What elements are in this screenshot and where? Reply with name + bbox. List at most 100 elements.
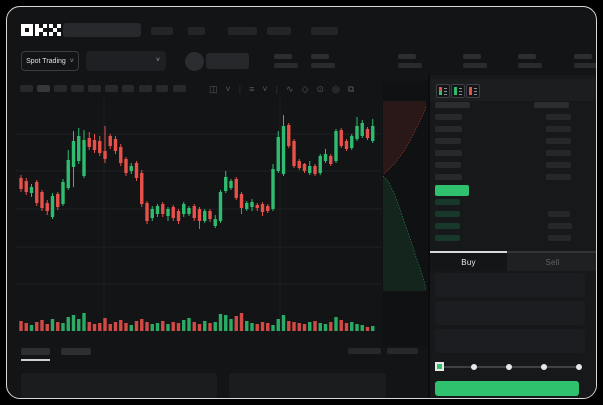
panel-divider [428, 75, 430, 398]
chart-bottom-tab[interactable] [61, 348, 91, 355]
ask-amount-placeholder [546, 174, 571, 180]
ask-amount-placeholder [546, 162, 571, 168]
ask-price-placeholder[interactable] [435, 150, 462, 156]
timeframe-button[interactable] [173, 85, 186, 92]
stat-label-placeholder [518, 54, 536, 59]
timeframe-button[interactable] [139, 85, 152, 92]
nav-item[interactable] [228, 27, 257, 35]
tab-sell[interactable]: Sell [507, 251, 596, 271]
amount-slider[interactable] [433, 360, 586, 374]
chevron-down-icon[interactable]: ˅ [262, 84, 268, 94]
chart-tool-icons: ◫ ˅ | ≡ ˅ | ∿ ◇ ⊙ ◎ ⧉ [209, 83, 354, 95]
order-book-toolbar [430, 79, 596, 101]
chart-range-button[interactable] [348, 348, 381, 354]
bid-amount-placeholder [548, 235, 571, 241]
buy-tab-label: Buy [461, 257, 476, 267]
timeframe-button[interactable] [156, 85, 168, 92]
chevron-down-icon: ˅ [155, 57, 160, 64]
trade-input-field[interactable] [435, 301, 585, 325]
timeframe-button[interactable] [37, 85, 50, 92]
candle-style-icon[interactable]: ◫ [209, 84, 218, 94]
ask-price-placeholder[interactable] [435, 114, 462, 120]
buy-submit-button[interactable] [435, 381, 579, 396]
coin-avatar [185, 52, 204, 71]
ask-price-placeholder[interactable] [435, 126, 462, 132]
book-asks-icon[interactable] [466, 84, 480, 98]
bottom-panel-placeholder [229, 373, 386, 398]
ask-amount-placeholder [546, 126, 571, 132]
candlestick-chart[interactable] [15, 97, 382, 337]
tab-buy[interactable]: Buy [430, 251, 507, 271]
ask-amount-placeholder [546, 138, 571, 144]
stat-value-placeholder [518, 63, 542, 68]
ask-price-placeholder[interactable] [435, 162, 461, 168]
market-mode-dropdown[interactable]: Spot Trading ˅ [21, 51, 79, 71]
market-mode-label: Spot Trading [26, 57, 66, 65]
bottom-panel-placeholder [21, 373, 217, 398]
depth-chart [382, 101, 427, 291]
book-both-icon[interactable] [436, 84, 450, 98]
bid-price-placeholder[interactable] [435, 235, 460, 241]
pair-selector-dropdown[interactable]: ˅ [86, 51, 166, 71]
pair-name-placeholder [206, 53, 249, 69]
ob-header-price [435, 102, 470, 108]
stat-label-placeholder [274, 54, 292, 59]
global-search-input[interactable] [63, 23, 141, 37]
ob-header-amount [534, 102, 569, 108]
stat-label-placeholder [463, 54, 481, 59]
timeframe-button[interactable] [71, 85, 84, 92]
nav-item[interactable] [267, 27, 291, 35]
timeframe-button[interactable] [88, 85, 101, 92]
order-book-panel: Buy Sell [430, 75, 596, 398]
stat-value-placeholder [274, 63, 298, 68]
chart-bottom-tab[interactable] [21, 348, 50, 355]
stat-value-placeholder [311, 63, 335, 68]
bid-price-placeholder[interactable] [435, 211, 460, 217]
slider-stop-dot[interactable] [541, 364, 547, 370]
ask-price-placeholder[interactable] [435, 138, 461, 144]
ask-amount-placeholder [546, 114, 571, 120]
timeframe-button[interactable] [54, 85, 67, 92]
stat-label-placeholder [398, 54, 416, 59]
slider-handle[interactable] [435, 362, 444, 371]
chart-settings-icon[interactable]: ◎ [332, 84, 340, 94]
trade-tabs: Buy Sell [430, 251, 596, 271]
fullscreen-icon[interactable]: ⧉ [347, 84, 355, 94]
depth-panel [382, 81, 429, 346]
screenshot-icon[interactable]: ⊙ [316, 84, 325, 94]
bid-price-placeholder[interactable] [435, 223, 460, 229]
indicators-icon[interactable]: ≡ [249, 84, 255, 94]
nav-item[interactable] [311, 27, 338, 35]
line-tools-icon[interactable]: ∿ [286, 84, 294, 94]
slider-stop-dot[interactable] [471, 364, 477, 370]
drawing-tools-icon[interactable]: ◇ [301, 84, 309, 94]
stat-label-placeholder [574, 54, 592, 59]
active-tab-underline [21, 359, 50, 361]
nav-item[interactable] [151, 27, 173, 35]
timeframe-button[interactable] [122, 85, 134, 92]
chevron-down-icon: ˅ [69, 57, 74, 65]
ask-amount-placeholder [546, 150, 571, 156]
trade-input-field[interactable] [435, 273, 585, 297]
timeframe-button[interactable] [20, 85, 33, 92]
app-window: Spot Trading ˅ ˅ ◫ ˅ | ≡ ˅ | ∿ ◇ ⊙ ◎ ⧉ Buy Sell [6, 6, 597, 399]
nav-item[interactable] [188, 27, 205, 35]
bid-amount-placeholder [548, 211, 570, 217]
sell-tab-label: Sell [545, 257, 560, 267]
slider-stop-dot[interactable] [576, 364, 582, 370]
slider-stop-dot[interactable] [506, 364, 512, 370]
bid-amount-placeholder [548, 223, 572, 229]
stat-value-placeholder [463, 63, 487, 68]
ask-price-placeholder[interactable] [435, 174, 462, 180]
book-bids-icon[interactable] [451, 84, 465, 98]
stat-label-placeholder [311, 54, 329, 59]
stat-value-placeholder [398, 63, 422, 68]
bid-price-placeholder[interactable] [435, 199, 460, 205]
chevron-down-icon[interactable]: ˅ [225, 84, 231, 94]
last-price-bar [435, 185, 469, 196]
chart-range-button[interactable] [387, 348, 418, 354]
okx-logo [21, 24, 61, 36]
timeframe-button[interactable] [105, 85, 118, 92]
trade-input-field[interactable] [435, 329, 585, 353]
divider: | [275, 84, 278, 94]
